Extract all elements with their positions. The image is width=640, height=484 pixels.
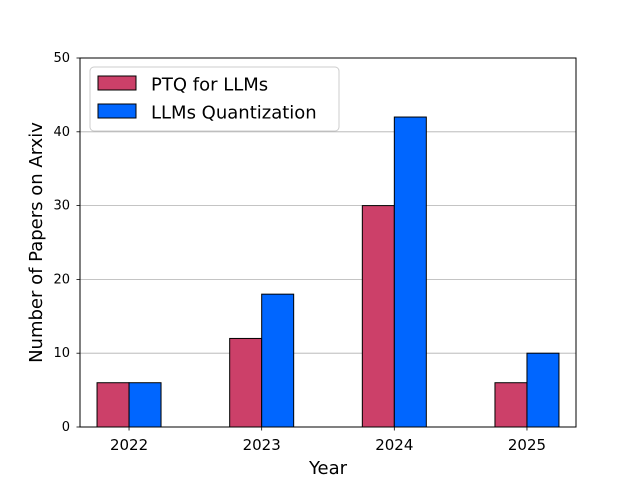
x-tick-label-2023: 2023	[243, 436, 281, 454]
x-tick-label-2022: 2022	[110, 436, 148, 454]
bars	[96, 116, 560, 428]
y-tick-label-50: 50	[53, 51, 70, 66]
y-tick-label-30: 30	[53, 199, 70, 214]
legend[interactable]: PTQ for LLMs LLMs Quantization	[89, 66, 340, 132]
bar-ptq-2023	[229, 337, 263, 428]
x-axis: 2022 2023 2024 2025	[110, 427, 546, 454]
bar-llm-quantization-2022	[128, 382, 162, 428]
bar-llm-quantization-2025	[526, 352, 560, 428]
gridlines	[80, 131, 576, 354]
y-tick-label-0: 0	[62, 420, 70, 435]
legend-swatch-ptq	[97, 75, 137, 91]
bar-llm-quantization-2023	[261, 293, 295, 428]
bar-ptq-2025	[494, 382, 528, 428]
bar-llm-quantization-2024	[393, 116, 427, 428]
legend-label-llm-quantization: LLMs Quantization	[151, 103, 317, 124]
y-tick-label-10: 10	[53, 346, 70, 361]
bar-ptq-2022	[96, 382, 130, 428]
x-tick-label-2024: 2024	[375, 436, 413, 454]
y-axis: 0 10 20 30 40 50	[53, 51, 80, 435]
y-axis-label: Number of Papers on Arxiv	[26, 122, 47, 363]
legend-box	[89, 66, 340, 132]
x-axis-label: Year	[308, 458, 348, 479]
y-tick-label-20: 20	[53, 272, 70, 287]
y-tick-label-40: 40	[53, 125, 70, 140]
bar-ptq-2024	[361, 205, 395, 428]
legend-swatch-llm-quantization	[97, 103, 137, 119]
legend-label-ptq: PTQ for LLMs	[151, 75, 268, 96]
plot-frame	[79, 57, 577, 428]
x-tick-label-2025: 2025	[508, 436, 546, 454]
